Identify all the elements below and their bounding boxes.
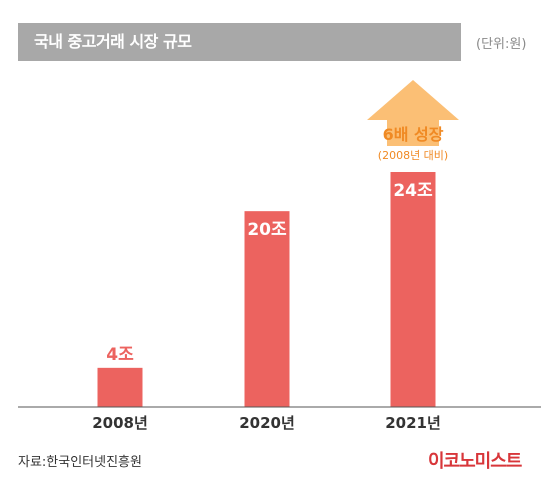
tick-label-3: 2021년 <box>385 414 441 432</box>
growth-arrow-group <box>367 80 459 146</box>
bars-group <box>97 172 436 407</box>
bar-3 <box>390 172 436 407</box>
growth-annotation-sub: (2008년 대비) <box>378 149 448 162</box>
chart-title: 국내 중고거래 시장 규모 <box>34 32 192 51</box>
tick-label-1: 2008년 <box>92 414 148 432</box>
data-label-3: 24조 <box>393 181 433 201</box>
title-bar: 국내 중고거래 시장 규모 <box>18 23 461 61</box>
source-note: 자료:한국인터넷진흥원 <box>18 455 142 470</box>
data-label-2: 20조 <box>247 220 287 240</box>
data-label-1: 4조 <box>106 345 134 365</box>
tick-label-2: 2020년 <box>239 414 295 432</box>
bar-1 <box>97 367 143 407</box>
growth-arrow-icon <box>367 80 459 146</box>
growth-annotation: 6배 성장 <box>383 125 444 144</box>
labels-group: 4조 2008년 20조 2020년 24조 2021년 6배 성장 (2008년 대비) <box>92 125 448 432</box>
bar-2 <box>244 211 290 407</box>
brand-logo: 이코노미스트 <box>428 451 522 472</box>
unit-label: (단위:원) <box>476 37 527 52</box>
